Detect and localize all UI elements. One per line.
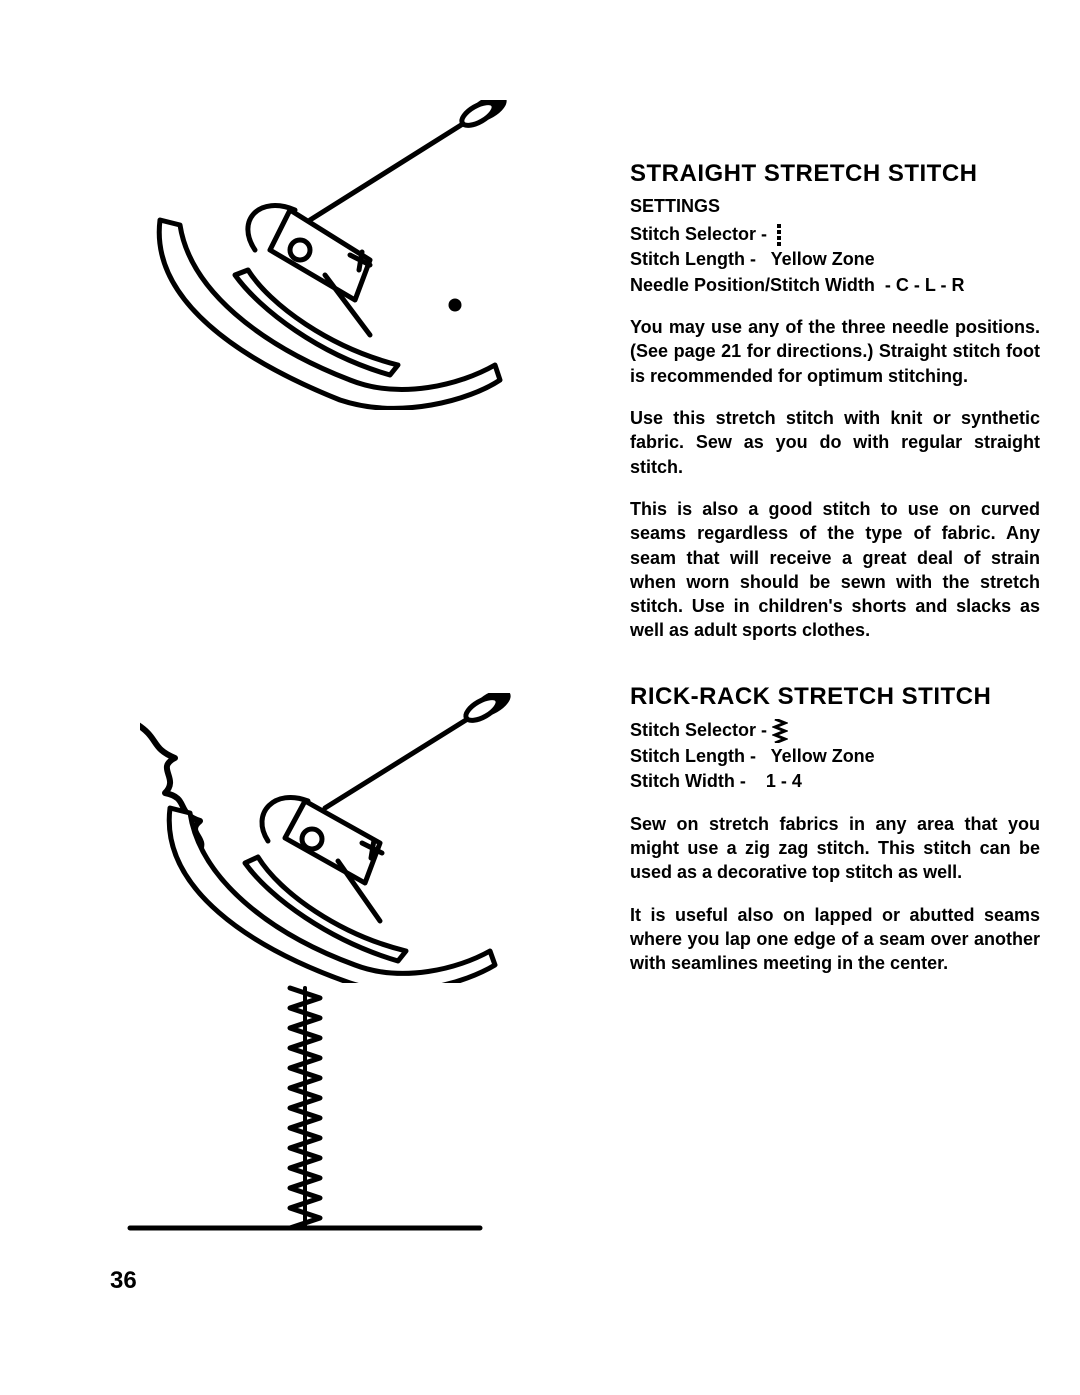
- stitch-length-label: Stitch Length -: [630, 249, 756, 269]
- stitch-width-label: Stitch Width -: [630, 771, 746, 791]
- straight-stretch-text: STRAIGHT STRETCH STITCH SETTINGS Stitch …: [620, 60, 1040, 643]
- stitch-selector-label: Stitch Selector -: [630, 720, 767, 740]
- presser-foot-illustration-2: [60, 673, 620, 983]
- section-rick-rack: RICK-RACK STRETCH STITCH Stitch Selector…: [60, 673, 1040, 983]
- rick-rack-stitch-icon: [772, 719, 788, 743]
- stitch-selector-label: Stitch Selector -: [630, 224, 767, 244]
- needle-position-line: Needle Position/Stitch Width - C - L - R: [630, 274, 1040, 297]
- section-title: STRAIGHT STRETCH STITCH: [630, 160, 1040, 188]
- paragraph: This is also a good stitch to use on cur…: [630, 497, 1040, 643]
- lapped-seam-illustration: [60, 983, 520, 1243]
- rick-rack-text: RICK-RACK STRETCH STITCH Stitch Selector…: [620, 673, 1040, 976]
- stitch-width-line: Stitch Width - 1 - 4: [630, 770, 1040, 793]
- stitch-length-line: Stitch Length - Yellow Zone: [630, 248, 1040, 271]
- paragraph: Sew on stretch fabrics in any area that …: [630, 812, 1040, 885]
- page-number: 36: [110, 1267, 137, 1295]
- paragraph: Use this stretch stitch with knit or syn…: [630, 406, 1040, 479]
- manual-page: STRAIGHT STRETCH STITCH SETTINGS Stitch …: [0, 0, 1080, 1395]
- stitch-selector-line: Stitch Selector -: [630, 223, 1040, 246]
- settings-heading: SETTINGS: [630, 196, 1040, 217]
- presser-foot-illustration-1: [60, 60, 620, 410]
- stitch-length-line: Stitch Length - Yellow Zone: [630, 745, 1040, 768]
- section-straight-stretch: STRAIGHT STRETCH STITCH SETTINGS Stitch …: [60, 60, 1040, 643]
- needle-position-label: Needle Position/Stitch Width: [630, 275, 875, 295]
- stitch-length-label: Stitch Length -: [630, 746, 756, 766]
- straight-stitch-icon: [772, 224, 786, 246]
- paragraph: It is useful also on lapped or abutted s…: [630, 903, 1040, 976]
- section-title: RICK-RACK STRETCH STITCH: [630, 683, 1040, 711]
- stitch-selector-line: Stitch Selector -: [630, 719, 1040, 743]
- stitch-length-value: Yellow Zone: [771, 746, 875, 766]
- paragraph: You may use any of the three needle posi…: [630, 315, 1040, 388]
- stitch-length-value: Yellow Zone: [771, 249, 875, 269]
- needle-position-value: - C - L - R: [885, 275, 965, 295]
- stitch-width-value: 1 - 4: [766, 771, 802, 791]
